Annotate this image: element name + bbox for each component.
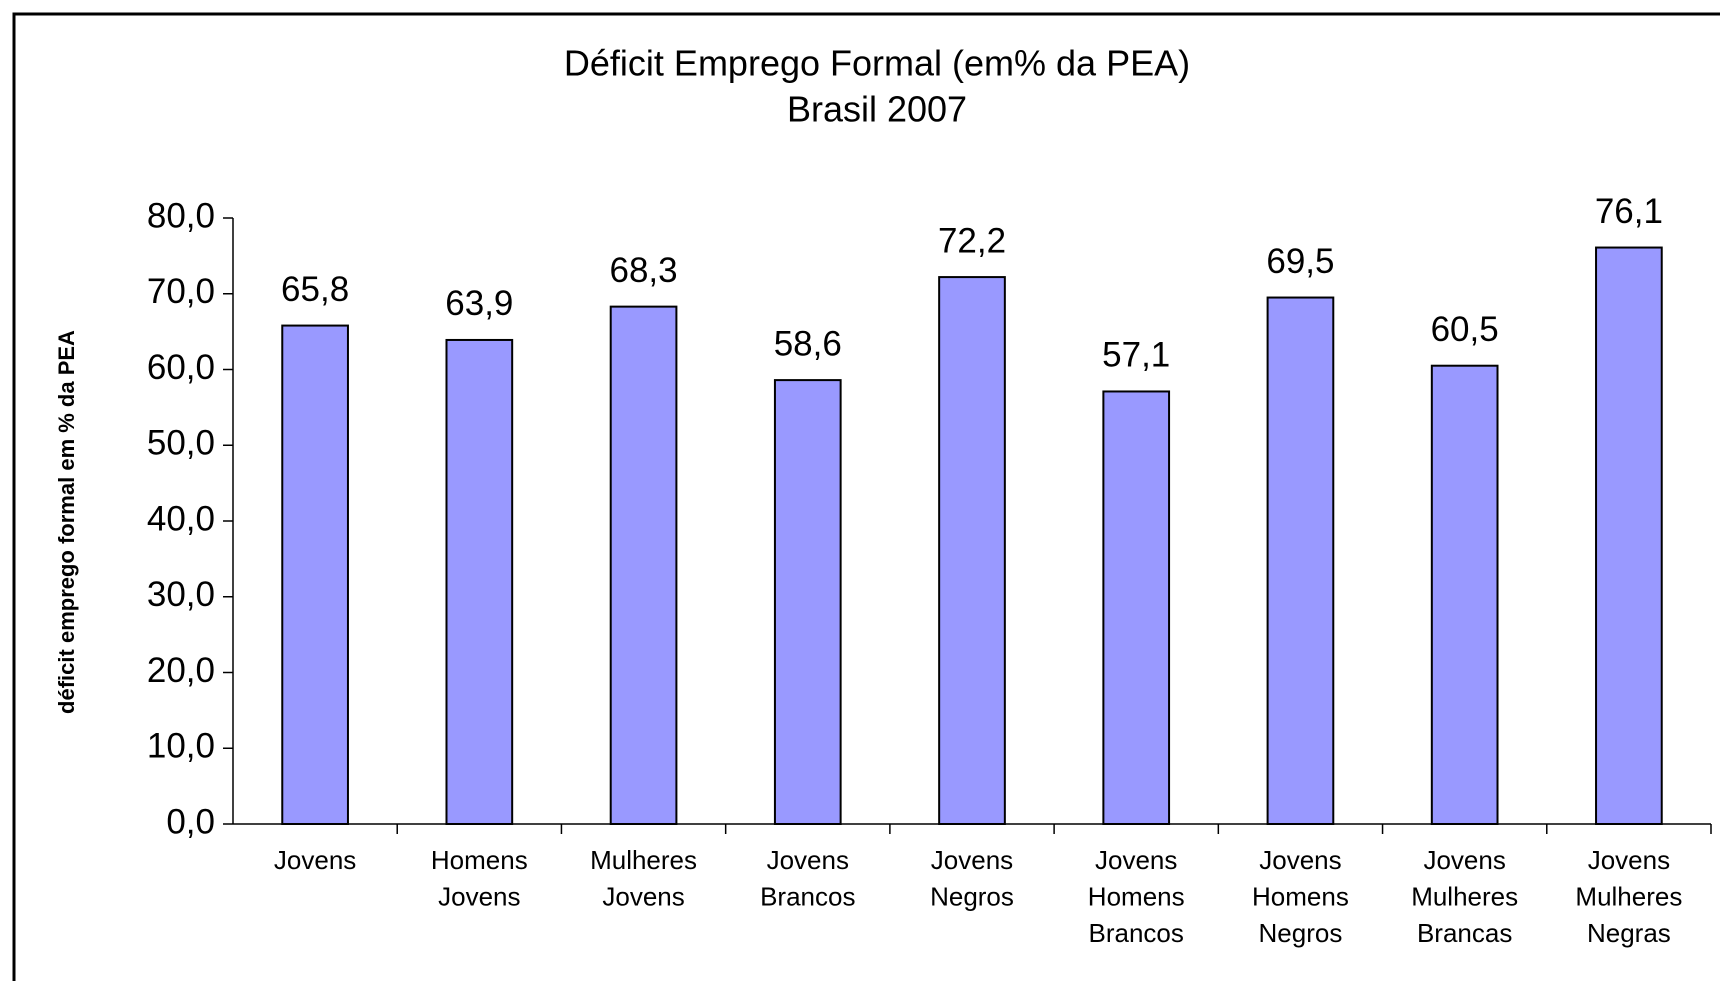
y-axis-label: déficit emprego formal em % da PEA [54, 330, 79, 714]
y-tick-label: 80,0 [147, 196, 215, 235]
value-label: 57,1 [1102, 336, 1170, 375]
x-tick-label: Jovens Mulheres Negras [1575, 845, 1682, 948]
x-tick-label: Jovens Negros [930, 845, 1014, 912]
x-tick-label: Jovens Homens Brancos [1088, 845, 1185, 948]
bar [1266, 296, 1335, 826]
bar [1102, 390, 1171, 825]
bar [609, 305, 678, 825]
bar [938, 276, 1006, 825]
value-label: 69,5 [1266, 242, 1334, 281]
chart-title: Déficit Emprego Formal (em% da PEA) [564, 43, 1190, 84]
y-tick-label: 0,0 [166, 802, 215, 841]
y-tick-label: 60,0 [147, 348, 215, 387]
value-label: 65,8 [281, 270, 349, 309]
value-label: 68,3 [609, 251, 677, 290]
y-tick-label: 10,0 [147, 727, 215, 766]
x-tick-label: Jovens Homens Negros [1252, 845, 1349, 948]
bar [1595, 246, 1663, 826]
value-label: 63,9 [445, 284, 513, 323]
value-label: 60,5 [1431, 310, 1499, 349]
value-label: 76,1 [1595, 192, 1663, 231]
y-tick-label: 70,0 [147, 272, 215, 311]
bar [773, 379, 842, 825]
bar [281, 324, 349, 825]
y-tick-label: 50,0 [147, 424, 215, 463]
x-tick-label: Jovens [274, 845, 356, 875]
y-tick-label: 40,0 [147, 499, 215, 538]
y-tick-label: 30,0 [147, 575, 215, 614]
chart-subtitle: Brasil 2007 [787, 89, 967, 130]
x-tick-label: Jovens Mulheres Brancas [1411, 845, 1518, 948]
value-label: 58,6 [774, 324, 842, 363]
x-tick-label: Mulheres Jovens [590, 845, 697, 912]
x-tick-label: Homens Jovens [431, 845, 528, 912]
bar [445, 338, 514, 825]
bar [1430, 364, 1499, 825]
value-label: 72,2 [938, 221, 1006, 260]
y-tick-label: 20,0 [147, 651, 215, 690]
x-tick-label: Jovens Brancos [760, 845, 855, 912]
